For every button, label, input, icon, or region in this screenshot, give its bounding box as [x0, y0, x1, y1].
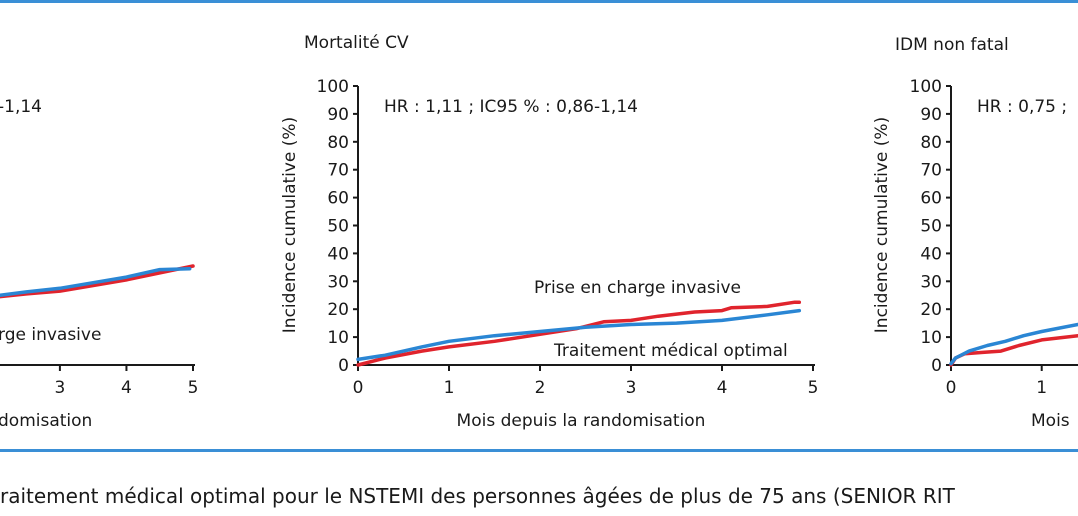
series-annotation-medical: Traitement médical optimal	[553, 341, 788, 361]
y-tick-label: 70	[327, 161, 349, 181]
x-tick-label: 2	[535, 378, 546, 398]
y-tick-label: 100	[910, 77, 942, 97]
y-tick-label: 90	[327, 105, 349, 125]
chart-title: Mortalité CV	[304, 33, 409, 53]
series-line-invasive	[0, 264, 195, 299]
y-tick-label: 20	[327, 300, 349, 320]
chart-panel-left: -1,14 rge invasive domisation 3 4 5	[0, 97, 198, 431]
series-line-invasive	[356, 300, 802, 367]
x-tick-label: 0	[353, 378, 364, 398]
y-tick-label: 50	[327, 217, 349, 237]
chart-panel-mortalite-cv: Mortalité CV HR : 1,11 ; IC95 % : 0,86-1…	[280, 33, 818, 431]
x-axis-label: domisation	[0, 411, 92, 431]
y-tick-label: 90	[920, 105, 942, 125]
chart-title: IDM non fatal	[895, 35, 1009, 55]
series-annotation-invasive: rge invasive	[0, 325, 101, 345]
y-tick-label: 0	[931, 356, 942, 376]
x-tick-label: 4	[121, 378, 132, 398]
x-tick-label: 1	[444, 378, 455, 398]
x-tick-label: 5	[188, 378, 199, 398]
y-tick-label: 40	[920, 244, 942, 264]
series-line-medical	[356, 308, 802, 362]
y-tick-label: 20	[920, 300, 942, 320]
figure-caption: raitement médical optimal pour le NSTEMI…	[0, 484, 955, 508]
y-tick-label: 10	[920, 328, 942, 348]
y-tick-label: 100	[317, 77, 349, 97]
chart-hr-text: HR : 1,11 ; IC95 % : 0,86-1,14	[384, 97, 638, 117]
chart-hr-text: HR : 0,75 ;	[977, 97, 1067, 117]
x-tick-label: 5	[808, 378, 819, 398]
y-tick-label: 0	[338, 356, 349, 376]
y-tick-label: 70	[920, 161, 942, 181]
x-tick-label: 0	[946, 378, 957, 398]
y-tick-label: 80	[327, 133, 349, 153]
chart-hr-text: -1,14	[0, 97, 42, 117]
x-tick-label: 3	[626, 378, 637, 398]
y-tick-label: 40	[327, 244, 349, 264]
x-axis-label: Mois	[1031, 411, 1070, 431]
chart-panel-idm-non-fatal: IDM non fatal HR : 0,75 ; Incidence cumu…	[872, 35, 1078, 431]
y-tick-label: 80	[920, 133, 942, 153]
y-tick-label: 60	[920, 189, 942, 209]
x-axis-label: Mois depuis la randomisation	[457, 411, 706, 431]
bottom-frame-line	[0, 449, 1078, 452]
y-tick-label: 10	[327, 328, 349, 348]
y-tick-label: 60	[327, 189, 349, 209]
top-frame-line	[0, 0, 1078, 3]
y-tick-label: 50	[920, 217, 942, 237]
y-axis-label: Incidence cumulative (%)	[280, 117, 300, 333]
x-tick-label: 1	[1036, 378, 1047, 398]
y-axis-label: Incidence cumulative (%)	[872, 117, 892, 333]
y-tick-label: 30	[920, 272, 942, 292]
y-tick-label: 30	[327, 272, 349, 292]
x-tick-label: 4	[717, 378, 728, 398]
series-annotation-invasive: Prise en charge invasive	[534, 278, 741, 298]
series-line-medical	[949, 322, 1078, 366]
series-line-medical	[0, 266, 192, 298]
x-tick-label: 3	[54, 378, 65, 398]
